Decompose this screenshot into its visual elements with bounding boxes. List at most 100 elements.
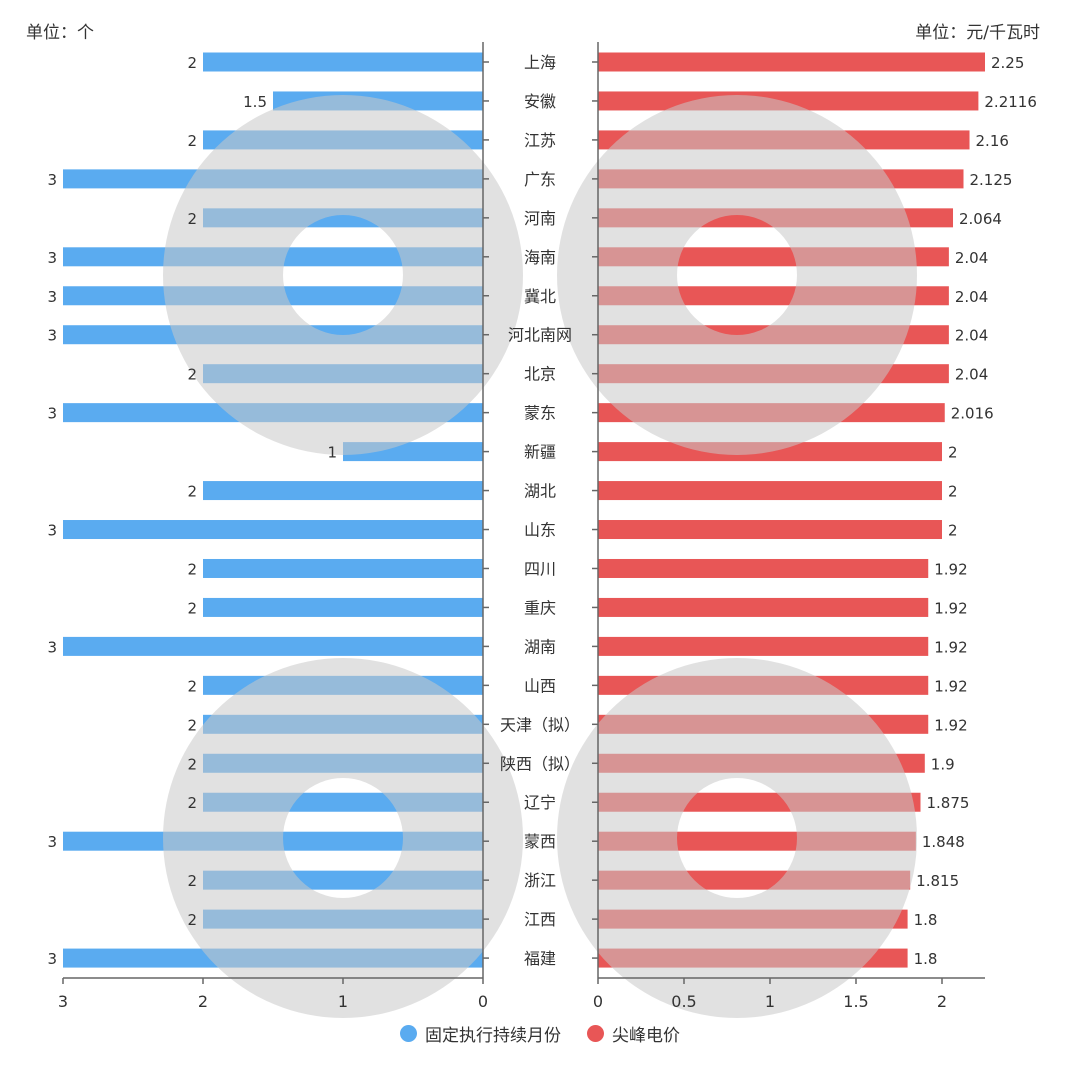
legend-item-peak-price[interactable]: 尖峰电价	[587, 1021, 680, 1046]
category-label: 北京	[524, 365, 556, 384]
category-label: 陕西（拟）	[500, 754, 580, 773]
left-bar	[203, 597, 483, 617]
left-x-tick-label: 0	[478, 992, 488, 1011]
left-value-label: 2	[187, 483, 197, 501]
right-bar	[598, 520, 942, 540]
legend-label-peak-price: 尖峰电价	[612, 1026, 680, 1046]
legend-label-months: 固定执行持续月份	[425, 1026, 561, 1046]
watermark-logo-icon	[557, 95, 917, 455]
left-bar	[63, 520, 483, 540]
left-value-label: 2	[187, 677, 197, 695]
left-unit-label: 单位：个	[26, 23, 94, 43]
category-label: 河南	[524, 209, 556, 228]
right-value-label: 1.8	[914, 911, 938, 929]
legend-marker-red-icon	[587, 1025, 604, 1042]
right-value-label: 2.064	[959, 210, 1002, 228]
category-label: 安徽	[524, 92, 556, 111]
left-value-label: 1	[327, 444, 337, 462]
right-value-label: 1.848	[922, 833, 965, 851]
category-label: 上海	[524, 53, 556, 72]
left-value-label: 2	[187, 794, 197, 812]
right-value-label: 2	[948, 444, 958, 462]
watermark-ring	[163, 95, 523, 455]
category-label: 新疆	[524, 443, 556, 462]
right-bar	[598, 481, 942, 501]
right-bar	[598, 597, 929, 617]
watermark-logo-icon	[163, 658, 523, 1018]
left-value-label: 3	[47, 950, 57, 968]
left-value-label: 2	[187, 366, 197, 384]
right-value-label: 1.9	[931, 755, 955, 773]
left-x-tick-label: 3	[58, 992, 68, 1011]
right-unit-label: 单位：元/千瓦时	[915, 23, 1040, 43]
category-label: 山西	[524, 676, 556, 695]
right-value-label: 2.2116	[984, 93, 1037, 111]
right-value-label: 2	[948, 522, 958, 540]
right-bar	[598, 558, 929, 578]
legend-item-months[interactable]: 固定执行持续月份	[400, 1021, 561, 1046]
watermark-ring	[557, 95, 917, 455]
left-value-label: 2	[187, 755, 197, 773]
left-value-label: 2	[187, 132, 197, 150]
category-label: 江苏	[524, 131, 556, 150]
right-value-label: 1.8	[914, 950, 938, 968]
left-value-label: 2	[187, 210, 197, 228]
right-x-tick-label: 2	[937, 992, 947, 1011]
left-value-label: 2	[187, 716, 197, 734]
legend: 固定执行持续月份 尖峰电价	[0, 1021, 1080, 1046]
left-value-label: 3	[47, 327, 57, 345]
right-value-label: 1.92	[934, 716, 967, 734]
right-value-label: 1.92	[934, 677, 967, 695]
left-value-label: 2	[187, 911, 197, 929]
left-value-label: 2	[187, 560, 197, 578]
watermark-ring	[163, 658, 523, 1018]
category-label: 天津（拟）	[500, 715, 580, 734]
left-value-label: 3	[47, 405, 57, 423]
left-x-tick-label: 1	[338, 992, 348, 1011]
right-value-label: 1.92	[934, 599, 967, 617]
right-x-tick-label: 1.5	[843, 992, 868, 1011]
left-value-label: 3	[47, 522, 57, 540]
right-value-label: 1.92	[934, 638, 967, 656]
right-bar	[598, 636, 929, 656]
left-value-label: 3	[47, 288, 57, 306]
watermark-logo-icon	[557, 658, 917, 1018]
category-label: 浙江	[524, 871, 556, 890]
category-label: 辽宁	[524, 793, 556, 812]
label-layer: 2 2.25 上海 1.5 2.2116 安徽 2 2.16 江苏 3 2.125 广东 2 2.064 河…	[47, 53, 1036, 1011]
category-label: 蒙西	[524, 832, 556, 851]
left-value-label: 2	[187, 54, 197, 72]
right-value-label: 2.16	[976, 132, 1009, 150]
left-value-label: 1.5	[243, 93, 267, 111]
category-label: 海南	[524, 248, 556, 267]
category-label: 湖北	[524, 482, 556, 501]
category-label: 福建	[524, 949, 556, 968]
watermark-layer	[163, 95, 917, 1018]
category-label: 蒙东	[524, 404, 556, 423]
category-label: 四川	[524, 559, 556, 578]
left-bar	[203, 481, 483, 501]
right-value-label: 2.25	[991, 54, 1024, 72]
right-value-label: 2.04	[955, 249, 988, 267]
category-label: 湖南	[524, 637, 556, 656]
left-x-tick-label: 2	[198, 992, 208, 1011]
left-bar	[203, 558, 483, 578]
category-label: 江西	[524, 910, 556, 929]
axis-layer	[62, 42, 985, 984]
right-bar	[598, 52, 985, 72]
right-value-label: 1.875	[927, 794, 970, 812]
left-value-label: 2	[187, 599, 197, 617]
category-label: 重庆	[524, 598, 556, 617]
left-value-label: 3	[47, 833, 57, 851]
right-value-label: 2.016	[951, 405, 994, 423]
category-label: 冀北	[524, 287, 556, 306]
right-x-tick-label: 0	[593, 992, 603, 1011]
category-label: 广东	[524, 170, 556, 189]
right-value-label: 2.125	[970, 171, 1013, 189]
right-value-label: 1.815	[916, 872, 959, 890]
category-label: 山东	[524, 521, 556, 540]
left-value-label: 3	[47, 249, 57, 267]
watermark-ring	[557, 658, 917, 1018]
left-value-label: 3	[47, 638, 57, 656]
left-bar	[203, 52, 483, 72]
